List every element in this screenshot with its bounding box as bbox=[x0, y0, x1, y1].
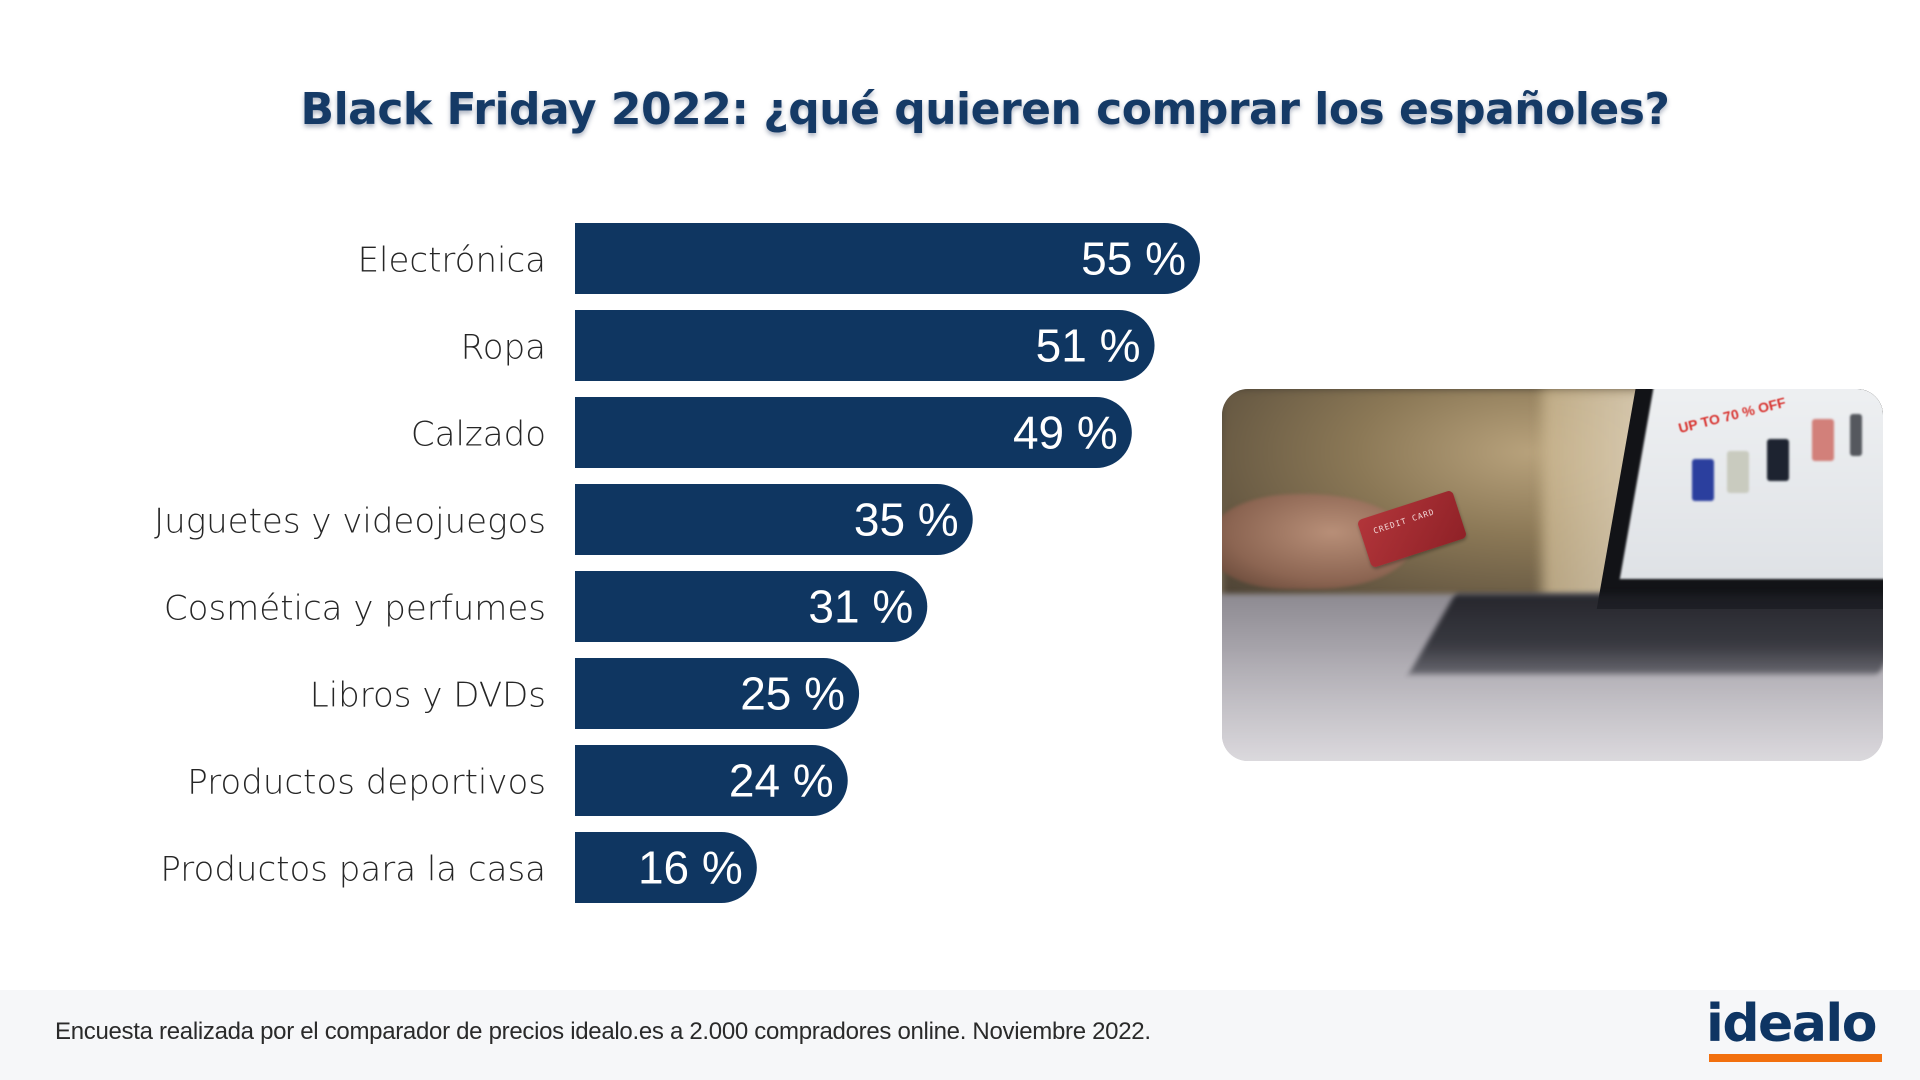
bar-chart: 55 % Electrónica 51 % Ropa 49 % Calzado 35 % Ju… bbox=[154, 223, 1200, 903]
bar-group: 51 % Ropa bbox=[461, 310, 1155, 381]
category-label: Productos para la casa bbox=[160, 850, 546, 890]
screen-product bbox=[1692, 459, 1714, 501]
bar bbox=[575, 832, 757, 903]
bar bbox=[575, 223, 1200, 294]
screen-product bbox=[1767, 439, 1789, 481]
bar-group: 49 % Calzado bbox=[411, 397, 1132, 468]
bar-value-label: 35 % bbox=[854, 494, 959, 546]
category-label: Productos deportivos bbox=[187, 763, 546, 803]
bar-value-label: 55 % bbox=[1081, 233, 1186, 285]
screen-product bbox=[1850, 414, 1862, 456]
bar-value-label: 24 % bbox=[729, 755, 834, 807]
shopping-photo: UP TO 70 % OFF CREDIT CARD bbox=[1222, 389, 1883, 761]
bar-group: 35 % Juguetes y videojuegos bbox=[154, 484, 973, 555]
screen-product bbox=[1727, 451, 1749, 493]
category-label: Ropa bbox=[461, 328, 546, 368]
chart-title: Black Friday 2022: ¿qué quieren comprar … bbox=[300, 84, 1670, 135]
source-note: Encuesta realizada por el comparador de … bbox=[55, 1018, 1151, 1045]
bar bbox=[575, 658, 860, 729]
category-label: Calzado bbox=[411, 415, 546, 455]
category-label: Libros y DVDs bbox=[310, 676, 546, 716]
bar bbox=[575, 397, 1132, 468]
idealo-logo-underline bbox=[1709, 1054, 1882, 1062]
bar-value-label: 16 % bbox=[638, 842, 743, 894]
bar-value-label: 31 % bbox=[808, 581, 913, 633]
bar-value-label: 25 % bbox=[740, 668, 845, 720]
bar-group: 31 % Cosmética y perfumes bbox=[164, 571, 928, 642]
idealo-logo: idealo bbox=[1706, 994, 1877, 1054]
bar-value-label: 49 % bbox=[1013, 407, 1118, 459]
bar-group: 24 % Productos deportivos bbox=[187, 745, 848, 816]
bar-value-label: 51 % bbox=[1036, 320, 1141, 372]
bar-group: 16 % Productos para la casa bbox=[160, 832, 757, 903]
bar-group: 55 % Electrónica bbox=[358, 223, 1200, 294]
bar bbox=[575, 484, 973, 555]
bar bbox=[575, 745, 848, 816]
category-label: Electrónica bbox=[358, 241, 546, 281]
bar bbox=[575, 571, 928, 642]
category-label: Cosmética y perfumes bbox=[164, 589, 546, 629]
category-label: Juguetes y videojuegos bbox=[154, 502, 546, 542]
bar bbox=[575, 310, 1155, 381]
bar-group: 25 % Libros y DVDs bbox=[310, 658, 860, 729]
screen-product bbox=[1812, 419, 1834, 461]
photo-vignette bbox=[1222, 389, 1883, 761]
footer-band bbox=[0, 990, 1920, 1080]
